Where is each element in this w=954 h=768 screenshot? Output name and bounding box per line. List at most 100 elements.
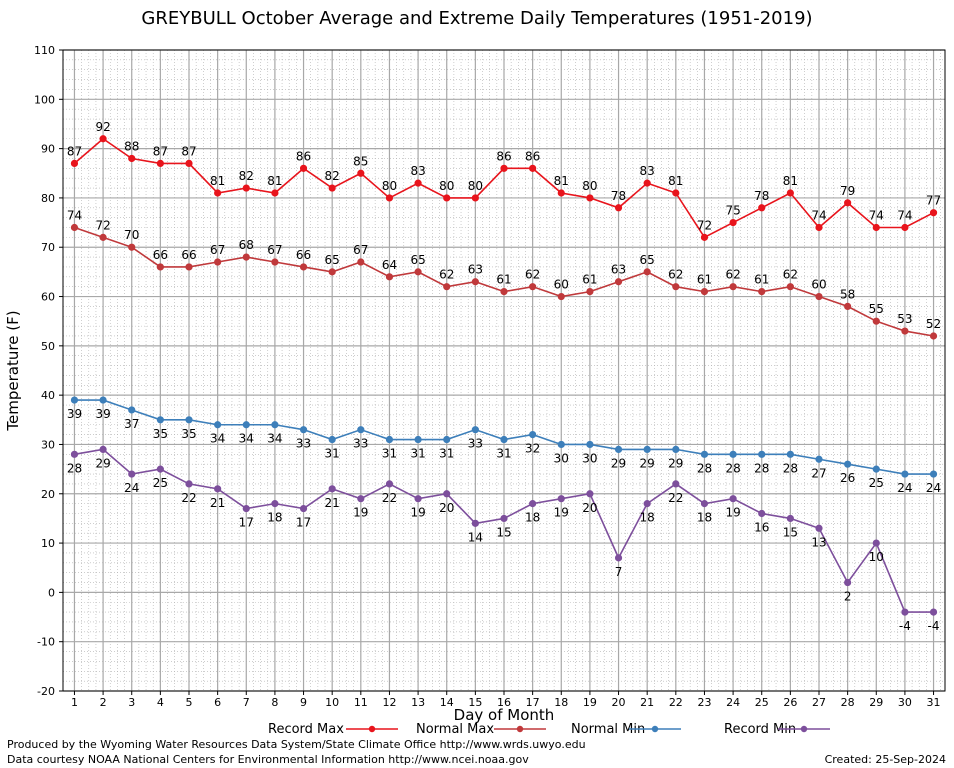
legend-marker (368, 725, 376, 733)
data-label: 13 (811, 535, 826, 549)
data-point (529, 164, 537, 172)
data-point (385, 435, 394, 444)
y-tick-label: 0 (48, 586, 55, 599)
data-label: 24 (897, 481, 912, 495)
data-point (185, 159, 193, 168)
x-tick-label: 12 (382, 696, 396, 709)
x-tick-label: 1 (71, 696, 78, 709)
data-point (156, 159, 164, 168)
data-point (672, 480, 680, 488)
data-label: 61 (697, 273, 712, 287)
data-label: 33 (468, 437, 483, 451)
data-point (156, 263, 164, 271)
data-point (299, 164, 308, 172)
data-point (443, 490, 451, 498)
data-label: 17 (296, 516, 311, 530)
x-tick-label: 18 (554, 696, 568, 709)
data-label: 37 (124, 417, 139, 431)
legend-item: Normal Min (571, 722, 681, 737)
data-point (443, 194, 451, 202)
data-label: 63 (611, 263, 626, 277)
data-point (901, 470, 909, 478)
y-axis-label: Temperature (F) (4, 310, 22, 431)
data-point (414, 179, 422, 187)
data-label: 78 (611, 189, 626, 203)
x-tick-label: 23 (697, 696, 711, 709)
y-tick-label: 20 (41, 488, 55, 501)
data-point (929, 209, 938, 217)
data-label: 29 (668, 456, 683, 470)
data-point (758, 509, 766, 518)
x-tick-label: 14 (440, 696, 454, 709)
data-point (328, 435, 336, 444)
data-point (729, 283, 737, 291)
series-normal-max: 74 72 70 66 66 67 68 67 66 65 67 64 65 62 63 61 62 60 61 63… (67, 209, 941, 340)
data-point (815, 524, 823, 532)
data-label: 17 (239, 516, 254, 530)
data-point (901, 327, 909, 335)
x-tick-label: 2 (100, 696, 107, 709)
data-point (672, 283, 680, 291)
data-label: 27 (811, 466, 826, 480)
y-tick-label: 110 (34, 44, 55, 57)
data-label: 64 (382, 258, 397, 272)
data-point (557, 440, 565, 449)
data-label: 74 (67, 209, 82, 223)
data-point (758, 288, 766, 296)
data-label: 78 (754, 189, 769, 203)
data-point (672, 445, 680, 453)
data-point (700, 233, 709, 241)
data-point (299, 504, 308, 513)
data-point (128, 154, 136, 163)
data-point (758, 450, 766, 458)
data-point (214, 485, 222, 493)
data-label: 16 (754, 520, 769, 534)
data-point (214, 189, 222, 197)
data-point (758, 204, 766, 212)
data-point (471, 426, 479, 434)
data-point (872, 539, 880, 547)
data-label: 21 (210, 496, 225, 510)
data-point (242, 184, 250, 192)
data-label: -4 (899, 619, 911, 633)
x-tick-label: 9 (300, 696, 307, 709)
data-point (529, 283, 537, 291)
data-point (529, 430, 537, 439)
data-label: 85 (353, 154, 368, 168)
data-point (271, 258, 279, 266)
x-tick-label: 25 (755, 696, 769, 709)
data-point (471, 519, 479, 527)
y-tick-label: 90 (41, 143, 55, 156)
x-tick-label: 13 (411, 696, 425, 709)
legend-item: Record Min (724, 722, 830, 737)
data-point (385, 480, 394, 488)
x-axis-label: Day of Month (454, 706, 555, 724)
data-label: 82 (239, 169, 254, 183)
data-point (700, 450, 709, 458)
x-tick-label: 7 (243, 696, 250, 709)
data-label: 33 (296, 437, 311, 451)
data-label: 62 (725, 268, 740, 282)
data-label: 22 (382, 491, 397, 505)
data-point (128, 243, 136, 251)
data-point (414, 495, 422, 503)
data-label: 58 (840, 287, 855, 301)
data-point (557, 495, 565, 503)
data-point (786, 189, 794, 197)
data-point (844, 199, 852, 207)
data-label: 74 (897, 209, 912, 223)
data-point (70, 159, 79, 168)
x-tick-label: 4 (157, 696, 164, 709)
data-label: 55 (869, 302, 884, 316)
data-label: 28 (783, 461, 798, 475)
data-point (557, 292, 565, 301)
data-point (385, 194, 394, 202)
series-record-max: 87 92 88 87 87 81 82 81 86 82 85 80 83 80 80 86 86 81 80 78… (67, 120, 941, 241)
data-label: 92 (95, 120, 110, 134)
data-point (443, 435, 451, 444)
x-tick-label: 28 (841, 696, 855, 709)
series-record-min: 28 29 24 25 22 21 17 18 17 21 19 22 19 20 14 15 18 19 20 7 1… (67, 445, 940, 633)
y-tick-label: -20 (37, 685, 55, 698)
data-label: 34 (210, 432, 225, 446)
